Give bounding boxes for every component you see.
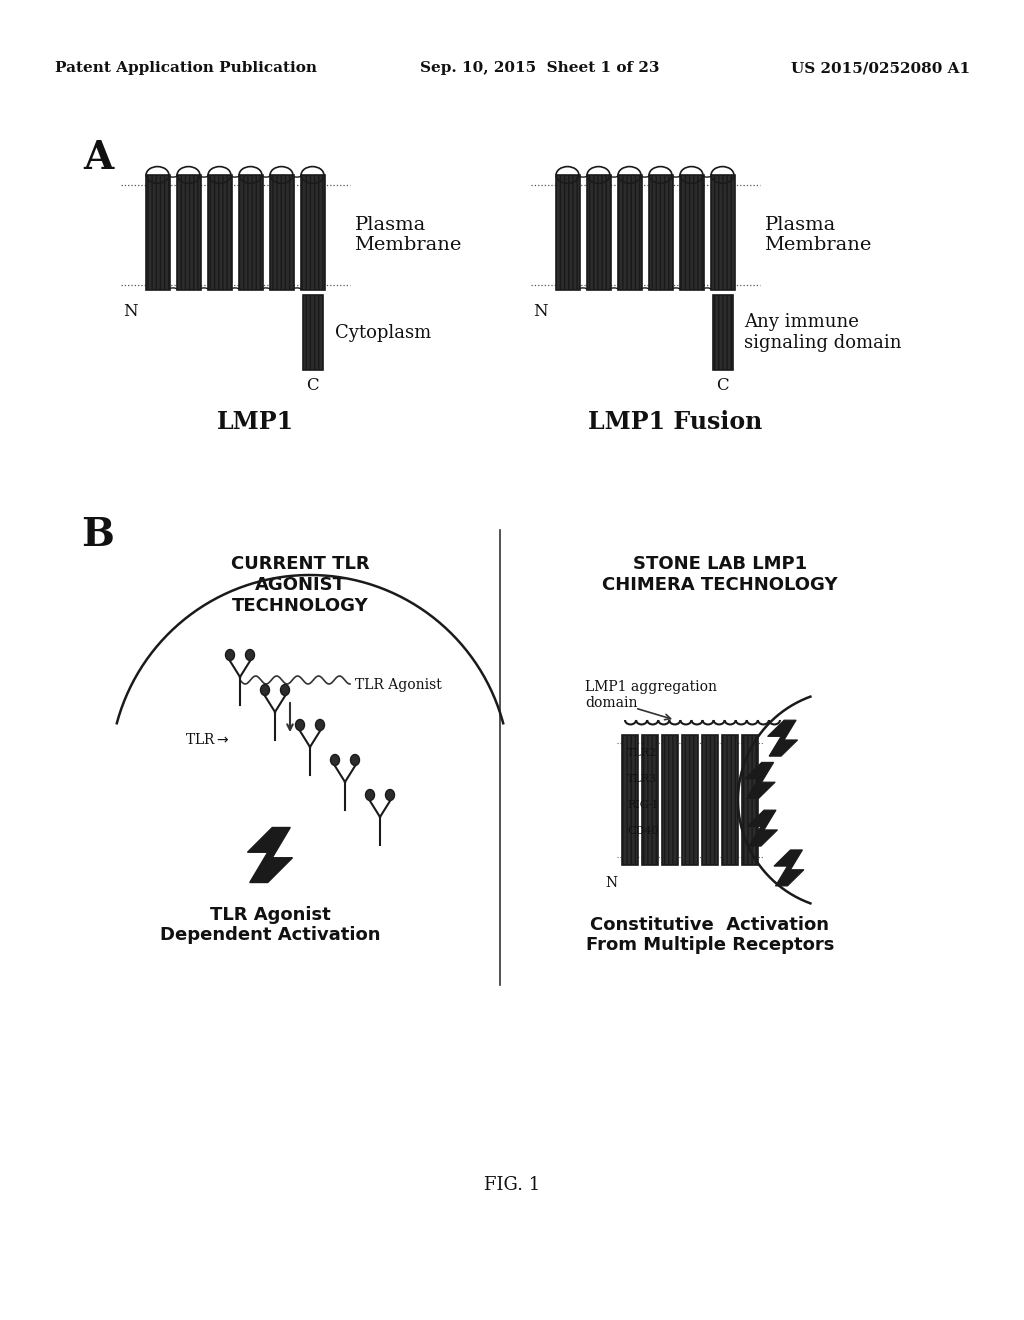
Bar — [208, 176, 231, 290]
Text: LMP1 Fusion: LMP1 Fusion — [588, 411, 762, 434]
Bar — [300, 176, 325, 290]
Text: LMP1 aggregation
domain: LMP1 aggregation domain — [585, 680, 717, 710]
Text: RIG-I: RIG-I — [627, 800, 657, 810]
Ellipse shape — [246, 649, 255, 660]
Ellipse shape — [331, 755, 340, 766]
Bar — [617, 176, 641, 290]
Text: Constitutive  Activation
From Multiple Receptors: Constitutive Activation From Multiple Re… — [586, 916, 835, 954]
Bar — [711, 176, 734, 290]
Ellipse shape — [385, 789, 394, 800]
Polygon shape — [248, 828, 293, 883]
Text: LMP1: LMP1 — [216, 411, 294, 434]
Bar — [555, 176, 580, 290]
Text: FIG. 1: FIG. 1 — [484, 1176, 540, 1195]
Text: C: C — [716, 378, 729, 395]
Polygon shape — [745, 763, 775, 799]
Bar — [702, 735, 718, 865]
Text: Any immune
signaling domain: Any immune signaling domain — [744, 313, 902, 352]
Ellipse shape — [296, 719, 304, 730]
Text: TLR$\rightarrow$: TLR$\rightarrow$ — [185, 733, 229, 747]
Bar — [622, 735, 638, 865]
Text: Plasma
Membrane: Plasma Membrane — [354, 215, 462, 255]
Polygon shape — [768, 721, 798, 756]
Bar — [722, 735, 738, 865]
Bar — [587, 176, 610, 290]
Text: Plasma
Membrane: Plasma Membrane — [765, 215, 871, 255]
Text: Sep. 10, 2015  Sheet 1 of 23: Sep. 10, 2015 Sheet 1 of 23 — [420, 61, 659, 75]
Ellipse shape — [225, 649, 234, 660]
Polygon shape — [748, 810, 777, 846]
Ellipse shape — [281, 685, 290, 696]
Bar — [713, 294, 732, 370]
Bar — [682, 735, 698, 865]
Ellipse shape — [260, 685, 269, 696]
Text: N: N — [532, 304, 548, 321]
Text: TLR2: TLR2 — [627, 748, 657, 758]
Ellipse shape — [366, 789, 375, 800]
Polygon shape — [774, 850, 804, 886]
Bar — [176, 176, 201, 290]
Bar — [269, 176, 294, 290]
Bar — [648, 176, 673, 290]
Text: TLR Agonist: TLR Agonist — [355, 678, 441, 692]
Text: CURRENT TLR
AGONIST
TECHNOLOGY: CURRENT TLR AGONIST TECHNOLOGY — [230, 554, 370, 615]
Text: CD40: CD40 — [627, 826, 658, 836]
Text: TLR Agonist
Dependent Activation: TLR Agonist Dependent Activation — [160, 906, 380, 944]
Text: C: C — [306, 378, 318, 395]
Text: Cytoplasm: Cytoplasm — [335, 323, 431, 342]
Text: Patent Application Publication: Patent Application Publication — [55, 61, 317, 75]
Bar — [642, 735, 658, 865]
Bar — [239, 176, 262, 290]
Ellipse shape — [315, 719, 325, 730]
Text: N: N — [123, 304, 137, 321]
Text: A: A — [83, 139, 113, 177]
Bar — [680, 176, 703, 290]
Bar — [145, 176, 170, 290]
Text: TLR3: TLR3 — [627, 774, 657, 784]
Text: N: N — [605, 876, 617, 890]
Text: US 2015/0252080 A1: US 2015/0252080 A1 — [791, 61, 970, 75]
Bar — [302, 294, 323, 370]
Bar — [662, 735, 678, 865]
Text: B: B — [82, 516, 115, 554]
Text: STONE LAB LMP1
CHIMERA TECHNOLOGY: STONE LAB LMP1 CHIMERA TECHNOLOGY — [602, 554, 838, 594]
Ellipse shape — [350, 755, 359, 766]
Bar — [742, 735, 758, 865]
